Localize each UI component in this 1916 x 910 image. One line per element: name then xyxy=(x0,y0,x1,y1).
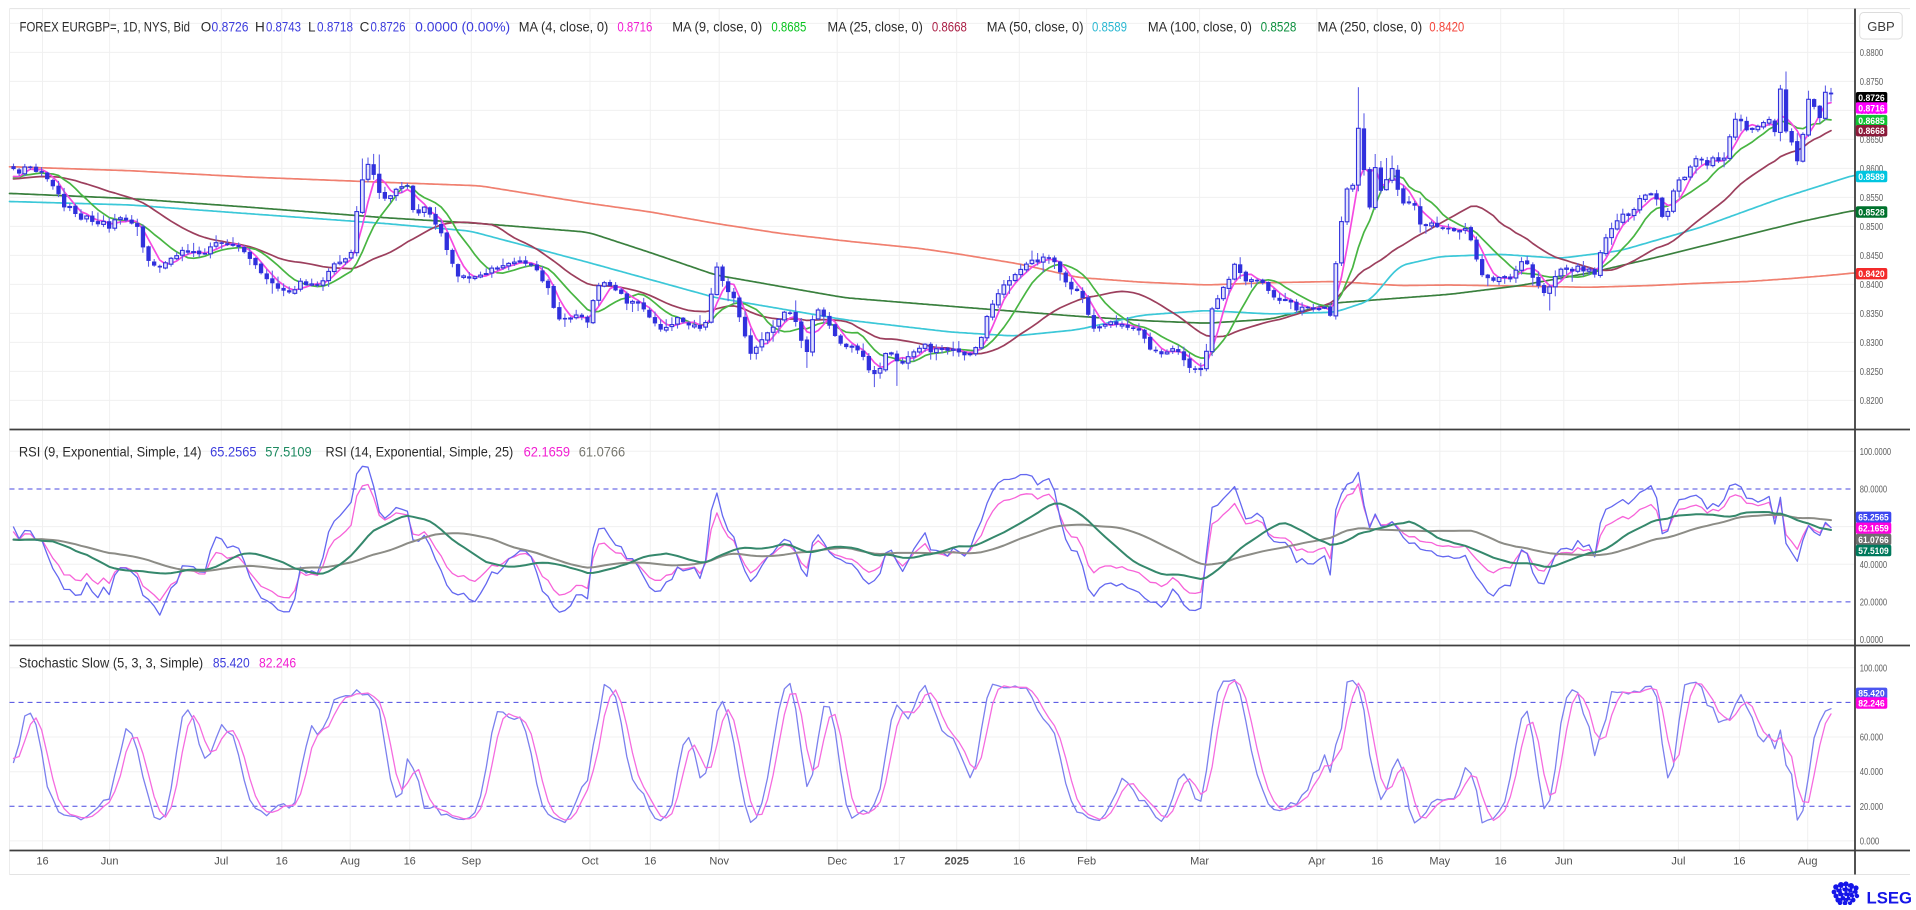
svg-text:16: 16 xyxy=(404,856,416,868)
svg-text:Jul: Jul xyxy=(1671,856,1685,868)
svg-text:0.8726: 0.8726 xyxy=(212,20,249,35)
svg-text:GBP: GBP xyxy=(1867,19,1894,34)
svg-text:80.0000: 80.0000 xyxy=(1860,485,1888,496)
svg-text:0.8589: 0.8589 xyxy=(1092,20,1127,35)
svg-text:82.246: 82.246 xyxy=(259,656,296,671)
svg-text:100.0000: 100.0000 xyxy=(1860,447,1892,458)
svg-text:60.000: 60.000 xyxy=(1860,733,1884,744)
svg-text:Stochastic Slow (5, 3, 3, Simp: Stochastic Slow (5, 3, 3, Simple) xyxy=(19,656,203,671)
svg-text:61.0766: 61.0766 xyxy=(579,445,626,460)
svg-text:0.8800: 0.8800 xyxy=(1860,48,1884,59)
svg-text:0.8589: 0.8589 xyxy=(1858,172,1885,182)
svg-text:82.246: 82.246 xyxy=(1858,698,1885,708)
svg-text:Nov: Nov xyxy=(709,856,729,868)
svg-text:Jun: Jun xyxy=(101,856,119,868)
svg-text:16: 16 xyxy=(276,856,288,868)
svg-text:FOREX EURGBP=, 1D, NYS, Bid: FOREX EURGBP=, 1D, NYS, Bid xyxy=(20,20,191,35)
svg-text:20.0000: 20.0000 xyxy=(1860,597,1888,608)
svg-text:MA (50, close, 0): MA (50, close, 0) xyxy=(987,20,1084,35)
svg-text:16: 16 xyxy=(1371,856,1383,868)
svg-text:May: May xyxy=(1429,856,1450,868)
svg-text:Aug: Aug xyxy=(340,856,360,868)
svg-text:MA (4, close, 0): MA (4, close, 0) xyxy=(519,20,609,35)
svg-text:RSI (9, Exponential, Simple, 1: RSI (9, Exponential, Simple, 14) xyxy=(19,445,202,460)
svg-text:17: 17 xyxy=(893,856,905,868)
svg-text:0.8726: 0.8726 xyxy=(1858,93,1885,103)
svg-text:0.8685: 0.8685 xyxy=(771,20,806,35)
svg-text:Jun: Jun xyxy=(1555,856,1573,868)
svg-text:16: 16 xyxy=(1495,856,1507,868)
svg-text:62.1659: 62.1659 xyxy=(1858,524,1889,534)
svg-text:0.8550: 0.8550 xyxy=(1860,193,1884,204)
svg-text:MA (25, close, 0): MA (25, close, 0) xyxy=(828,20,923,35)
svg-text:0.8685: 0.8685 xyxy=(1858,116,1885,126)
svg-text:0.8726: 0.8726 xyxy=(371,20,406,35)
svg-text:O: O xyxy=(201,20,212,35)
svg-text:LSEG: LSEG xyxy=(1867,889,1913,906)
svg-text:0.8250: 0.8250 xyxy=(1860,367,1884,378)
svg-text:0.8350: 0.8350 xyxy=(1860,309,1884,320)
svg-text:20.000: 20.000 xyxy=(1860,802,1884,813)
svg-text:Dec: Dec xyxy=(827,856,847,868)
svg-text:0.8718: 0.8718 xyxy=(317,20,353,35)
svg-text:Sep: Sep xyxy=(462,856,482,868)
svg-text:0.8668: 0.8668 xyxy=(1858,126,1885,136)
svg-text:2025: 2025 xyxy=(944,856,968,868)
svg-text:0.8600: 0.8600 xyxy=(1860,164,1884,175)
svg-text:Mar: Mar xyxy=(1190,856,1209,868)
svg-text:C: C xyxy=(360,20,370,35)
svg-text:L: L xyxy=(308,20,316,35)
svg-text:100.000: 100.000 xyxy=(1860,663,1888,674)
svg-text:0.8743: 0.8743 xyxy=(266,20,301,35)
svg-text:Feb: Feb xyxy=(1077,856,1096,868)
svg-text:MA (250, close, 0): MA (250, close, 0) xyxy=(1318,20,1423,35)
svg-text:16: 16 xyxy=(1733,856,1745,868)
svg-text:MA (9, close, 0): MA (9, close, 0) xyxy=(672,20,762,35)
svg-text:62.1659: 62.1659 xyxy=(524,445,571,460)
svg-text:0.8528: 0.8528 xyxy=(1261,20,1297,35)
svg-text:0.8668: 0.8668 xyxy=(932,20,967,35)
svg-text:0.8450: 0.8450 xyxy=(1860,251,1884,262)
svg-text:0.8650: 0.8650 xyxy=(1860,135,1884,146)
svg-text:0.8420: 0.8420 xyxy=(1858,269,1885,279)
svg-text:65.2565: 65.2565 xyxy=(210,445,257,460)
svg-text:MA (100, close, 0): MA (100, close, 0) xyxy=(1148,20,1252,35)
svg-text:16: 16 xyxy=(36,856,48,868)
svg-text:85.420: 85.420 xyxy=(1858,689,1885,699)
svg-text:57.5109: 57.5109 xyxy=(1858,546,1889,556)
svg-text:0.8300: 0.8300 xyxy=(1860,338,1884,349)
svg-text:Apr: Apr xyxy=(1308,856,1325,868)
svg-text:0.8528: 0.8528 xyxy=(1858,207,1885,217)
svg-text:0.8716: 0.8716 xyxy=(617,20,652,35)
svg-text:61.0766: 61.0766 xyxy=(1858,535,1889,545)
svg-text:0.0000: 0.0000 xyxy=(1860,635,1884,646)
svg-text:0.000: 0.000 xyxy=(1860,836,1880,847)
svg-text:0.0000 (0.00%): 0.0000 (0.00%) xyxy=(415,20,510,35)
svg-text:85.420: 85.420 xyxy=(213,656,250,671)
svg-text:40.0000: 40.0000 xyxy=(1860,560,1888,571)
svg-text:16: 16 xyxy=(644,856,656,868)
svg-text:16: 16 xyxy=(1013,856,1025,868)
svg-text:Oct: Oct xyxy=(581,856,598,868)
svg-text:0.8500: 0.8500 xyxy=(1860,222,1884,233)
svg-text:0.8420: 0.8420 xyxy=(1429,20,1464,35)
svg-text:0.8200: 0.8200 xyxy=(1860,396,1884,407)
svg-text:RSI (14, Exponential, Simple,: RSI (14, Exponential, Simple, 25) xyxy=(326,445,514,460)
svg-text:40.000: 40.000 xyxy=(1860,767,1884,778)
svg-text:0.8716: 0.8716 xyxy=(1858,103,1885,113)
svg-text:Aug: Aug xyxy=(1798,856,1818,868)
svg-text:65.2565: 65.2565 xyxy=(1858,513,1889,523)
svg-text:57.5109: 57.5109 xyxy=(265,445,312,460)
svg-text:0.8400: 0.8400 xyxy=(1860,280,1884,291)
svg-text:H: H xyxy=(255,20,265,35)
svg-text:0.8750: 0.8750 xyxy=(1860,77,1884,88)
svg-text:Jul: Jul xyxy=(214,856,228,868)
